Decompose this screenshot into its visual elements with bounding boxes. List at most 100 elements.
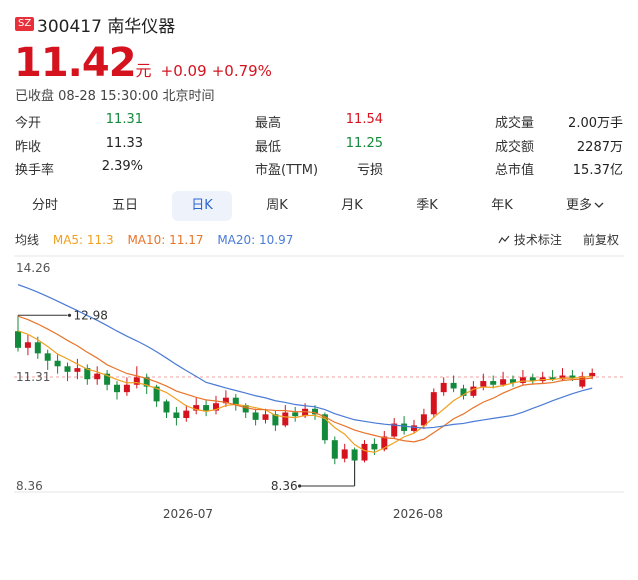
ma20-line xyxy=(17,284,593,429)
candle-body xyxy=(163,401,170,413)
candle-body xyxy=(232,397,239,406)
low-marker-label: 8.36 xyxy=(271,479,298,493)
tab-0[interactable]: 分时 xyxy=(31,198,58,213)
tab-6[interactable]: 年K xyxy=(491,198,513,213)
candle-body xyxy=(15,331,21,348)
candle-body xyxy=(252,412,259,420)
candle-body xyxy=(411,425,417,431)
candle-body xyxy=(401,423,408,431)
candle-body xyxy=(262,414,269,420)
candle-body xyxy=(193,405,200,411)
candle-body xyxy=(420,414,427,426)
candle-body xyxy=(153,386,160,402)
stat-label: 换手率 xyxy=(15,163,55,178)
stat-value: 15.37亿 xyxy=(572,163,623,178)
y-tick-label: 8.36 xyxy=(16,479,43,493)
candle-body xyxy=(54,360,61,367)
tab-5[interactable]: 季K xyxy=(416,198,438,213)
candle-body xyxy=(341,449,348,459)
candle-body xyxy=(272,414,279,426)
candle-body xyxy=(74,368,81,372)
stat-label: 总市值 xyxy=(495,163,535,178)
candle-body xyxy=(480,381,487,387)
candle-body xyxy=(470,386,477,396)
candle-body xyxy=(321,414,328,441)
tab-7[interactable]: 更多 xyxy=(555,191,615,221)
candle-body xyxy=(430,392,437,415)
candle-body xyxy=(302,408,309,417)
exchange-badge: SZ xyxy=(15,17,35,31)
kline-chart[interactable]: 14.26 11.31 8.36 12.98 8.36 2026-07 2026-08 xyxy=(0,250,638,530)
stat-value: 2.39% xyxy=(101,159,143,174)
candle-body xyxy=(391,423,398,437)
y-tick-label: 11.31 xyxy=(16,370,50,384)
ma5-value: MA5: 11.3 xyxy=(52,233,114,247)
candle-body xyxy=(64,366,71,372)
ma20-value: MA20: 10.97 xyxy=(217,233,294,247)
market-status: 已收盘 08-28 15:30:00 北京时间 xyxy=(15,89,215,104)
y-tick-label: 14.26 xyxy=(16,261,50,275)
stat-label: 今开 xyxy=(15,116,42,131)
stat-value: 2.00万手 xyxy=(568,116,623,131)
candle-body xyxy=(44,353,51,361)
ma5-line xyxy=(17,330,593,454)
candle-body xyxy=(490,381,497,385)
candle-body xyxy=(282,412,289,426)
stat-label: 市盈(TTM) xyxy=(255,163,319,178)
candle-body xyxy=(589,372,596,377)
candle-body xyxy=(450,382,457,389)
wave-icon xyxy=(498,235,510,244)
ma-label[interactable]: 均线 xyxy=(15,233,40,247)
tab-2[interactable]: 日K xyxy=(172,191,232,221)
tab-4[interactable]: 月K xyxy=(341,198,363,213)
candle-body xyxy=(203,405,210,411)
stat-label: 最低 xyxy=(255,140,282,155)
candle-body xyxy=(371,443,378,450)
ma10-line xyxy=(17,315,593,443)
candle-body xyxy=(510,379,516,383)
candle-body xyxy=(312,408,318,415)
x-axis-label: 2026-07 xyxy=(163,507,213,521)
stat-label: 成交量 xyxy=(495,116,535,131)
price-block: 11.42元 +0.09 +0.79% xyxy=(14,40,272,86)
candle-body xyxy=(351,449,358,461)
stat-label: 最高 xyxy=(255,116,282,131)
tab-1[interactable]: 五日 xyxy=(111,198,138,213)
stat-label: 昨收 xyxy=(15,140,42,155)
high-marker-dot xyxy=(67,313,72,317)
tab-3[interactable]: 周K xyxy=(266,198,288,213)
candle-body xyxy=(114,384,120,393)
adjust-toggle[interactable]: 前复权 xyxy=(583,233,620,247)
candle-body xyxy=(381,436,388,450)
stat-value: 11.54 xyxy=(345,112,383,127)
ma-legend: 均线 MA5: 11.3 MA10: 11.17 MA20: 10.97 xyxy=(15,231,293,248)
tech-annotation-toggle[interactable]: 技术标注 xyxy=(498,231,562,248)
candle-body xyxy=(104,373,111,385)
stock-name: 南华仪器 xyxy=(107,17,176,37)
candle-body xyxy=(549,377,556,380)
candle-body xyxy=(34,342,41,354)
stock-code: 300417 xyxy=(37,17,102,37)
stat-label: 成交额 xyxy=(495,140,535,155)
candle-body xyxy=(84,368,91,380)
candle-body xyxy=(529,377,536,382)
price-change-pct: +0.79% xyxy=(211,62,272,80)
low-marker-dot xyxy=(298,484,302,488)
candle-body xyxy=(183,410,190,419)
candle-body xyxy=(94,373,101,380)
candle-body xyxy=(222,397,229,404)
candle-body xyxy=(173,412,180,419)
current-price: 11.42 xyxy=(14,40,137,86)
candle-body xyxy=(569,375,576,379)
price-unit: 元 xyxy=(135,61,152,80)
candle-body xyxy=(559,375,566,380)
candle-body xyxy=(242,405,249,413)
high-marker-label: 12.98 xyxy=(74,308,108,322)
stat-value: 亏损 xyxy=(356,163,383,178)
candle-body xyxy=(519,377,526,383)
stat-value: 2287万 xyxy=(576,140,623,155)
candle-body xyxy=(24,342,31,348)
chevron-down-icon xyxy=(592,198,604,213)
candle-body xyxy=(361,443,368,461)
candle-body xyxy=(143,377,150,387)
